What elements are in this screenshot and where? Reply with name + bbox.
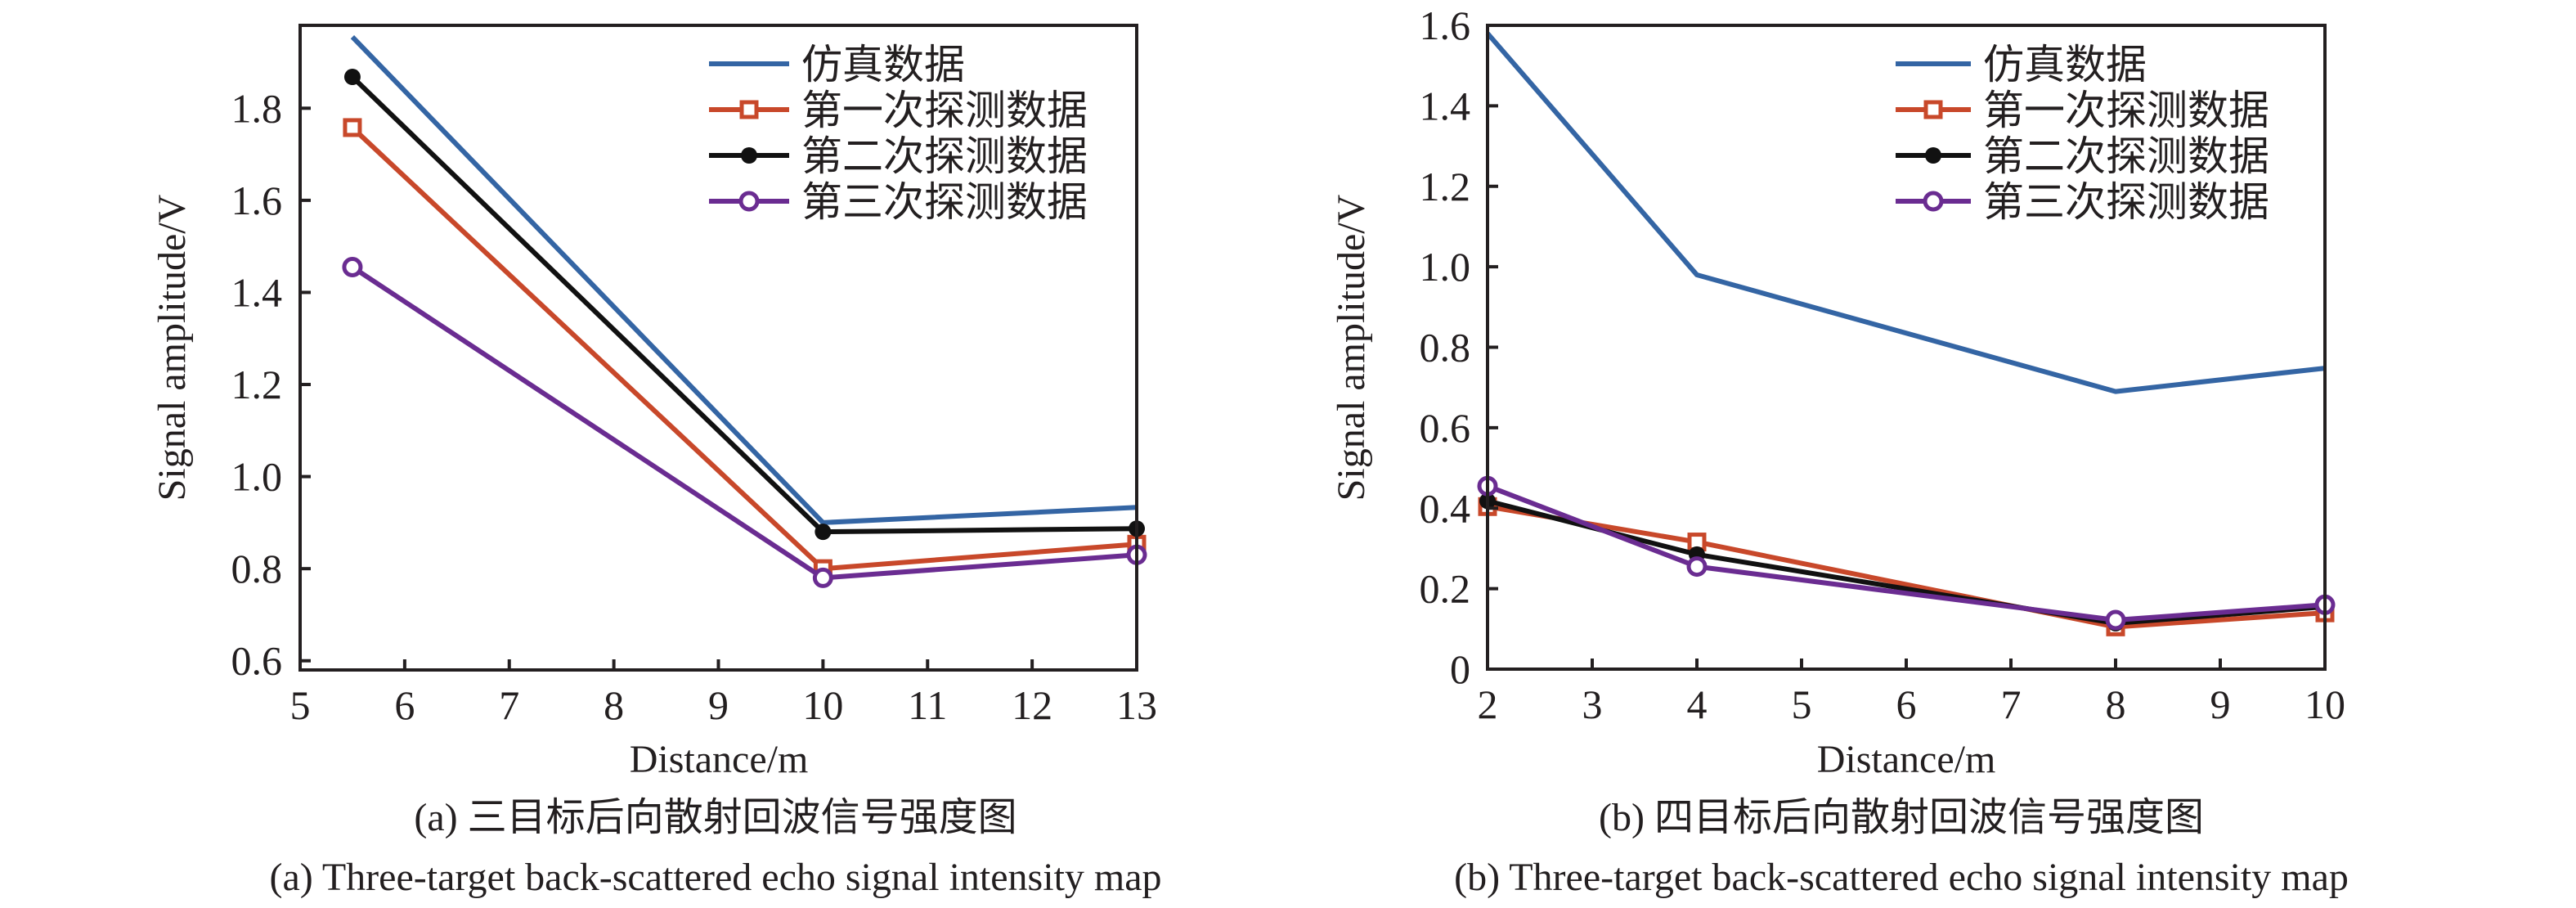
legend-label-b-3: 第三次探测数据: [1983, 179, 2269, 225]
data-point-b-3-2: [2105, 609, 2126, 631]
x-tick-label-b-0: 2: [1478, 681, 1498, 727]
series-line-b-1: [1487, 504, 2326, 630]
legend-marker-a-1: [739, 100, 759, 119]
data-point-a-3-0: [342, 257, 363, 277]
y-tick-label-a-3: 1.2: [231, 362, 283, 407]
y-axis-label-b: Signal amplitude/V: [1330, 194, 1373, 501]
y-tick-label-a-0: 0.6: [231, 638, 283, 684]
legend-item-b-2: 第二次探测数据: [1896, 133, 2269, 179]
y-tick-label-b-6: 1.2: [1420, 164, 1471, 209]
legend-item-a-0: 仿真数据: [709, 42, 965, 88]
x-axis-label-a: Distance/m: [630, 738, 809, 781]
chart-panel-b: (b) 四目标后向散射回波信号强度图 (b) Three-target back…: [1330, 2, 2349, 899]
series-line-a-0: [350, 35, 1138, 525]
x-tick-label-a-0: 5: [290, 682, 311, 728]
y-tick-label-a-1: 0.8: [231, 546, 283, 591]
data-point-a-2-0: [343, 69, 361, 86]
legend-marker-a-3: [738, 191, 760, 212]
legend-marker-b-1: [1923, 100, 1943, 119]
x-tick-label-a-6: 11: [908, 682, 947, 728]
y-tick-label-b-4: 0.8: [1420, 325, 1471, 371]
series-line-b-0: [1485, 31, 2326, 394]
y-tick-label-b-7: 1.4: [1420, 83, 1471, 128]
legend-item-b-0: 仿真数据: [1896, 42, 2147, 88]
x-tick-label-b-6: 8: [2106, 681, 2126, 727]
legend-marker-b-2: [1925, 147, 1941, 164]
x-tick-label-a-3: 8: [604, 682, 624, 728]
y-axis-label-a: Signal amplitude/V: [150, 194, 194, 501]
legend-label-b-2: 第二次探测数据: [1983, 133, 2269, 179]
legend-label-a-2: 第二次探测数据: [801, 133, 1088, 179]
series-group-a: [342, 35, 1147, 588]
caption-en-b: (b) Three-target back-scattered echo sig…: [1454, 856, 2349, 899]
chart-panel-a: (a) 三目标后向散射回波信号强度图 (a) Three-target back…: [150, 24, 1162, 899]
y-tick-label-b-2: 0.4: [1420, 485, 1471, 531]
x-tick-label-a-4: 9: [708, 682, 729, 728]
caption-cn-b: (b) 四目标后向散射回波信号强度图: [1599, 796, 2204, 839]
legend-marker-b-3: [1923, 191, 1944, 212]
x-tick-label-b-4: 6: [1896, 681, 1917, 727]
legend-label-a-1: 第一次探测数据: [801, 88, 1088, 133]
series-line-b-3: [1486, 483, 2326, 623]
y-tick-label-a-6: 1.8: [231, 85, 283, 131]
legend-item-a-1: 第一次探测数据: [709, 88, 1088, 133]
x-tick-label-a-8: 13: [1116, 682, 1157, 728]
caption-cn-a: (a) 三目标后向散射回波信号强度图: [414, 796, 1016, 839]
data-point-a-1-0: [343, 118, 362, 137]
legend-label-b-0: 仿真数据: [1983, 42, 2147, 88]
x-tick-label-a-1: 6: [394, 682, 415, 728]
x-tick-label-b-2: 4: [1687, 681, 1708, 727]
legend-item-b-3: 第三次探测数据: [1896, 179, 2269, 225]
y-tick-label-a-4: 1.4: [231, 269, 283, 315]
y-tick-label-a-5: 1.6: [231, 178, 283, 223]
x-tick-label-b-3: 5: [1792, 681, 1812, 727]
x-tick-label-b-1: 3: [1582, 681, 1603, 727]
legend-item-a-2: 第二次探测数据: [709, 133, 1088, 179]
x-tick-label-b-7: 9: [2210, 681, 2231, 727]
x-tick-label-b-5: 7: [2001, 681, 2022, 727]
x-axis-label-b: Distance/m: [1817, 738, 1996, 781]
x-tick-label-a-5: 10: [802, 682, 843, 728]
legend-label-a-0: 仿真数据: [801, 42, 965, 88]
legend-item-a-3: 第三次探测数据: [709, 179, 1088, 225]
y-tick-label-b-5: 1.0: [1420, 244, 1471, 290]
legend-label-b-1: 第一次探测数据: [1983, 88, 2269, 133]
legend-label-a-3: 第三次探测数据: [801, 179, 1088, 225]
caption-en-a: (a) Three-target back-scattered echo sig…: [269, 856, 1161, 899]
data-point-a-2-1: [815, 524, 832, 541]
data-point-a-3-1: [812, 567, 833, 588]
x-tick-label-a-7: 12: [1012, 682, 1052, 728]
series-line-b-2: [1487, 498, 2326, 626]
x-tick-label-a-2: 7: [499, 682, 519, 728]
legend-item-b-1: 第一次探测数据: [1896, 88, 2269, 133]
series-group-b: [1477, 31, 2336, 636]
data-point-b-3-1: [1686, 556, 1708, 578]
y-tick-label-b-1: 0.2: [1420, 566, 1471, 612]
y-tick-label-b-0: 0: [1450, 646, 1470, 692]
y-tick-label-a-2: 1.0: [231, 454, 283, 500]
y-tick-label-b-3: 0.6: [1420, 405, 1471, 451]
x-tick-label-b-8: 10: [2304, 681, 2345, 727]
y-tick-label-b-8: 1.6: [1420, 2, 1471, 48]
legend-marker-a-2: [741, 147, 757, 164]
